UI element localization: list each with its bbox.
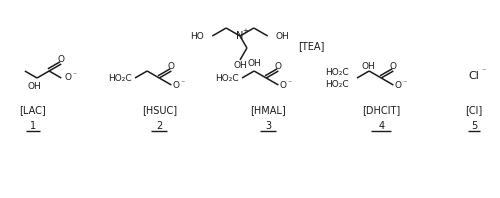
Text: HO₂C: HO₂C [215,73,238,83]
Text: OH: OH [276,31,289,41]
Text: [LAC]: [LAC] [20,105,46,115]
Text: O: O [64,72,71,82]
Text: [TEA]: [TEA] [298,41,324,51]
Text: Cl: Cl [468,71,479,81]
Text: O: O [58,54,64,64]
Text: O: O [275,62,282,70]
Text: 5: 5 [471,121,477,131]
Text: HO: HO [190,31,204,41]
Text: HO₂C: HO₂C [325,80,348,89]
Text: O: O [395,81,402,89]
Text: ⁻: ⁻ [72,70,76,80]
Text: OH: OH [233,61,247,69]
Text: HO₂C: HO₂C [108,73,132,83]
Text: O: O [168,62,175,70]
Text: [HSUC]: [HSUC] [142,105,177,115]
Text: O: O [280,81,287,89]
Text: 3: 3 [265,121,272,131]
Text: 1: 1 [30,121,36,131]
Text: ⁻: ⁻ [287,78,292,88]
Text: 2: 2 [156,121,162,131]
Text: O: O [390,62,397,70]
Text: [HMAL]: [HMAL] [250,105,286,115]
Text: +: + [242,28,248,34]
Text: [DHCIT]: [DHCIT] [362,105,401,115]
Text: ⁻: ⁻ [402,78,406,88]
Text: HO₂C: HO₂C [325,68,348,76]
Text: O: O [173,81,180,89]
Text: ⁻: ⁻ [482,67,486,75]
Text: ⁻: ⁻ [180,78,184,88]
Text: OH: OH [27,82,41,90]
Text: 4: 4 [378,121,384,131]
Text: [Cl]: [Cl] [466,105,482,115]
Text: OH: OH [361,62,375,70]
Text: N: N [236,31,244,41]
Text: OH: OH [247,58,261,68]
